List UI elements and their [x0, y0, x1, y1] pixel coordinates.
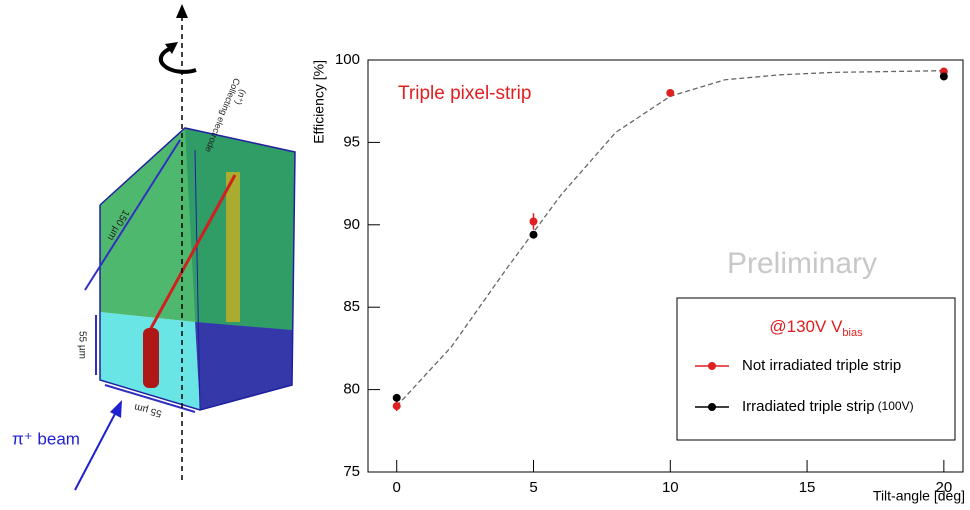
annotation: Triple pixel-strip — [398, 83, 531, 104]
legend-title-main: @130V V — [769, 317, 843, 336]
green-region — [100, 128, 295, 330]
legend-label: Irradiated triple strip (100V) — [742, 398, 914, 415]
legend-detail: (100V) — [878, 399, 914, 413]
chart: Efficiency [%] Tilt-angle [deg] Triple p… — [311, 51, 965, 504]
data-point — [529, 217, 538, 226]
rotation-arrowhead — [165, 42, 178, 54]
data-point — [666, 88, 675, 97]
x-axis-title: Tilt-angle [deg] — [873, 488, 965, 504]
y-tick-label: 95 — [343, 133, 360, 150]
y-tick-label: 85 — [343, 298, 360, 315]
side-face — [195, 322, 292, 410]
legend-marker — [708, 362, 716, 370]
beam-arrowhead — [110, 400, 122, 418]
data-point — [939, 72, 948, 81]
y-axis-title: Efficiency [%] — [311, 60, 327, 144]
plot-frame — [367, 59, 964, 473]
dim-label: 55 µm — [133, 401, 163, 419]
x-tick-label: 10 — [662, 479, 679, 496]
y-tick-label: 90 — [343, 216, 360, 233]
axis-arrowhead — [176, 4, 188, 18]
x-tick-label: 15 — [799, 479, 816, 496]
legend-title: @130V Vbias — [769, 317, 863, 338]
y-tick-label: 75 — [343, 463, 360, 480]
legend-title-sub: bias — [842, 327, 863, 339]
data-point — [392, 402, 401, 411]
detector-diagram: 150 µm 55 µm 55 µm Collecting electrode … — [12, 4, 296, 491]
legend-name: Irradiated triple strip — [742, 398, 875, 415]
dim-label: 55 µm — [76, 331, 87, 359]
x-tick-label: 0 — [393, 479, 401, 496]
data-point — [392, 393, 401, 402]
x-tick-label: 5 — [529, 479, 537, 496]
beam-label: π⁺ beam — [12, 429, 80, 448]
y-tick-label: 80 — [343, 381, 360, 398]
legend-box — [676, 297, 956, 441]
x-tick-label: 20 — [936, 479, 953, 496]
dim-line — [104, 384, 196, 413]
legend-marker — [708, 403, 716, 411]
box-outline — [99, 127, 296, 411]
beam-arrow — [74, 409, 118, 491]
rotation-arrow — [158, 46, 197, 74]
legend-name: Not irradiated triple strip — [742, 357, 901, 374]
electrode-pillar — [143, 328, 159, 388]
y-tick-label: 100 — [335, 51, 360, 68]
track — [148, 174, 237, 331]
box-edge — [194, 149, 201, 411]
legend-label: Not irradiated triple strip — [742, 357, 901, 374]
data-point — [529, 230, 538, 239]
annotation: Preliminary — [727, 247, 877, 280]
electrode — [226, 172, 240, 322]
dim-line — [84, 139, 181, 291]
